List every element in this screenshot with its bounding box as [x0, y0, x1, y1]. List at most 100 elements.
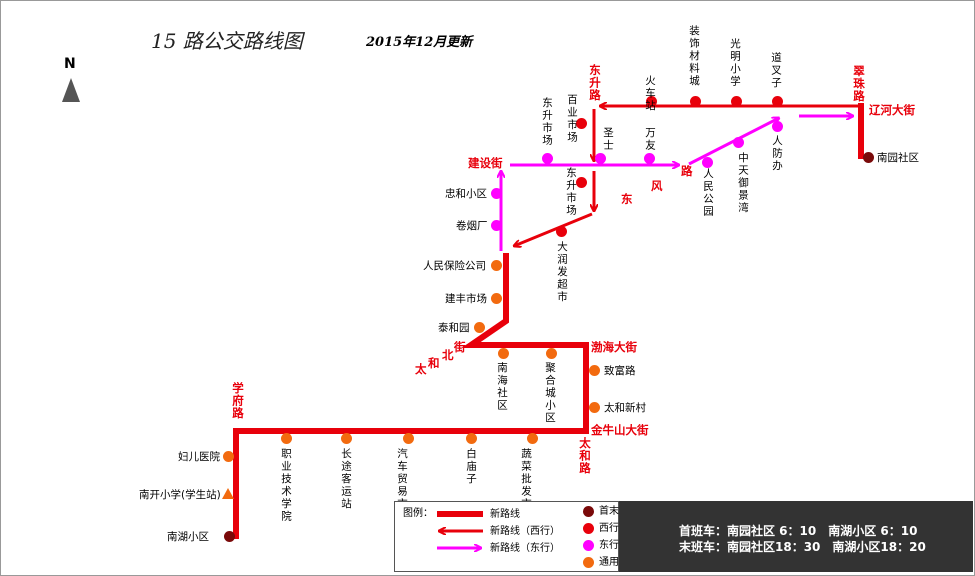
east-stop[interactable] — [772, 121, 783, 132]
east-stop[interactable] — [491, 220, 502, 231]
common-stop[interactable] — [403, 433, 414, 444]
west-stop[interactable] — [576, 177, 587, 188]
stop-label: 人民保险公司 — [423, 260, 486, 272]
stop-label: 百业市场 — [566, 94, 578, 144]
stop-label: 泰和园 — [438, 322, 470, 334]
stop-label: 中天御景湾 — [737, 152, 749, 215]
street-jianshe: 建设街 — [468, 156, 503, 170]
stop-label: 南开小学(学生站) — [139, 489, 221, 501]
stop-label: 汽车贸易市场 — [396, 448, 408, 523]
legend-new-line-label: 新路线 — [490, 509, 520, 520]
common-stop[interactable] — [466, 433, 477, 444]
legend-common-label: 通用站 — [599, 557, 629, 568]
west-stop[interactable] — [772, 96, 783, 107]
stop-label: 装饰材料城 — [688, 25, 700, 88]
common-stop[interactable] — [491, 260, 502, 271]
north-arrow-icon — [62, 78, 80, 102]
stop-label: 人防办 — [771, 135, 783, 173]
east-stop[interactable] — [733, 137, 744, 148]
legend-west-dot — [583, 523, 594, 534]
west-stop[interactable] — [690, 96, 701, 107]
common-stop[interactable] — [341, 433, 352, 444]
stop-label: 南湖小区 — [167, 531, 209, 543]
stop-label: 光明小学 — [729, 38, 741, 88]
street-taihebei-2: 和 — [428, 356, 440, 370]
stop-label: 道叉子 — [770, 52, 782, 90]
legend-east-line-label: 新路线（东行） — [490, 543, 560, 554]
legend-west-line-label: 新路线（西行） — [490, 526, 560, 537]
stop-label: 蔬菜批发市场 — [520, 448, 532, 523]
stop-label: 建丰市场 — [445, 293, 487, 305]
westbound-line — [514, 212, 593, 246]
common-stop[interactable] — [546, 348, 557, 359]
stop-label: 东升市场 — [565, 167, 577, 217]
common-stop[interactable] — [491, 293, 502, 304]
west-stop[interactable] — [556, 226, 567, 237]
stop-label: 白庙子 — [465, 448, 477, 486]
last-bus-times: 末班车：南园社区18：30 南湖小区18：20 — [679, 540, 926, 554]
common-stop[interactable] — [589, 365, 600, 376]
stop-label: 致富路 — [604, 365, 636, 377]
street-taihebei-4: 街 — [454, 340, 466, 354]
legend-common-dot — [583, 557, 594, 568]
street-dongfeng-3: 路 — [681, 164, 693, 178]
east-stop[interactable] — [542, 153, 553, 164]
common-stop[interactable] — [527, 433, 538, 444]
stop-label: 长途客运站 — [340, 448, 352, 511]
map-title: 15 路公交路线图 — [151, 29, 303, 53]
legend: 图例： 新路线 新路线（西行） 新路线（东行） 首末站 西行站 东行站 通用站 — [394, 501, 629, 572]
common-stop[interactable] — [223, 451, 234, 462]
common-stop[interactable] — [474, 322, 485, 333]
street-dongfeng-2: 风 — [651, 179, 663, 193]
street-xuefu: 学府路 — [231, 382, 245, 420]
west-stop[interactable] — [731, 96, 742, 107]
street-liaohe: 辽河大街 — [869, 103, 915, 117]
street-jinniushan: 金牛山大街 — [591, 423, 649, 437]
terminal-stop[interactable] — [863, 152, 874, 163]
legend-terminal-dot — [583, 506, 594, 517]
stop-label: 火车站 — [644, 75, 656, 113]
street-taihebei-3: 北 — [442, 348, 454, 362]
street-taihebei-1: 太 — [415, 362, 427, 376]
stop-label: 职业技术学院 — [280, 448, 292, 523]
map-subtitle: 2015年12月更新 — [366, 35, 473, 50]
east-stop[interactable] — [595, 153, 606, 164]
common-stop[interactable] — [498, 348, 509, 359]
stop-label: 人民公园 — [702, 168, 714, 218]
common-stop[interactable] — [589, 402, 600, 413]
stop-label: 聚合城小区 — [544, 362, 556, 425]
common-route-line — [233, 253, 589, 539]
stop-label: 东升市场 — [541, 97, 553, 147]
north-label: N — [64, 56, 76, 72]
legend-west-label: 西行站 — [599, 523, 629, 534]
common-stop[interactable] — [281, 433, 292, 444]
west-stop[interactable] — [576, 118, 587, 129]
street-dongfeng-1: 东 — [621, 192, 633, 206]
first-bus-times: 首班车：南园社区 6：10 南湖小区 6：10 — [679, 524, 918, 538]
legend-east-label: 东行站 — [599, 540, 629, 551]
stop-label: 忠和小区 — [445, 188, 487, 200]
stop-label: 万友 — [644, 127, 656, 152]
east-stop[interactable] — [491, 188, 502, 199]
legend-line-samples — [437, 511, 483, 562]
street-cuizhu: 翠珠路 — [852, 65, 866, 103]
street-dongsheng: 东升路 — [588, 64, 602, 102]
west-stop[interactable] — [646, 96, 657, 107]
east-stop[interactable] — [644, 153, 655, 164]
legend-title: 图例： — [403, 508, 433, 519]
legend-east-dot — [583, 540, 594, 551]
student-stop-triangle-icon[interactable] — [222, 488, 234, 499]
legend-terminal-label: 首末站 — [599, 506, 629, 517]
stop-label: 太和新村 — [604, 402, 646, 414]
stop-label: 南海社区 — [496, 362, 508, 412]
schedule-panel: 首班车：南园社区 6：10 南湖小区 6：10 末班车：南园社区18：30 南湖… — [619, 501, 973, 572]
stop-label: 圣士 — [602, 127, 614, 152]
street-taihe: 太和路 — [578, 437, 592, 475]
terminal-stop[interactable] — [224, 531, 235, 542]
stop-label: 南园社区 — [877, 152, 919, 164]
street-bohai: 渤海大街 — [591, 340, 637, 354]
east-stop[interactable] — [702, 157, 713, 168]
stop-label: 妇儿医院 — [178, 451, 220, 463]
